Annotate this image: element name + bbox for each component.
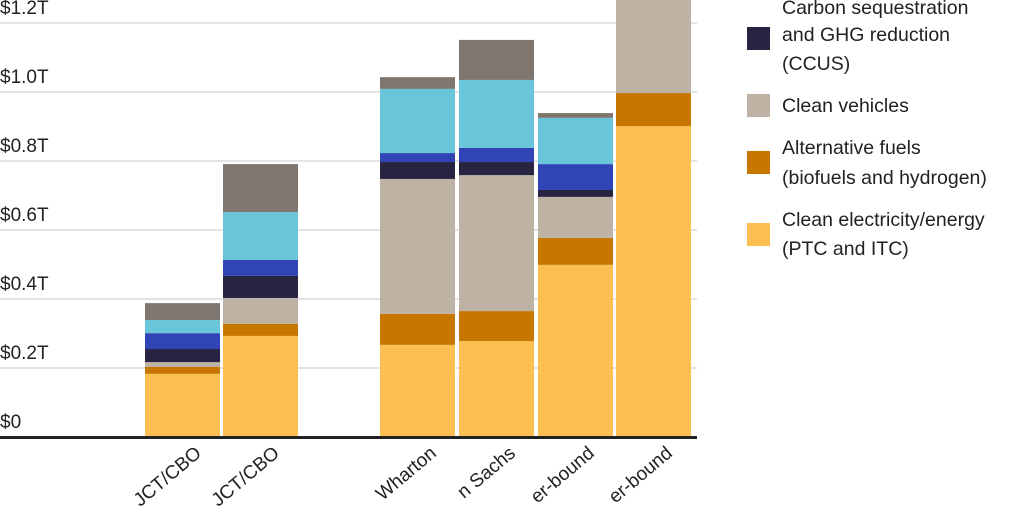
legend-swatch: [747, 223, 770, 246]
x-tick-label: JCT/CBO: [130, 443, 206, 511]
bar-stack: [145, 303, 220, 437]
bar-segment: [380, 178, 455, 314]
x-tick-label: Wharton: [372, 443, 441, 505]
legend-swatch: [747, 94, 770, 117]
bar-stack: [538, 113, 613, 437]
legend-label: Alternative fuels: [782, 137, 921, 159]
bar-segment: [223, 323, 298, 336]
bar-segment: [380, 153, 455, 163]
bar-segment: [145, 373, 220, 437]
legend: Carbon sequestration and GHG reduction (CC…: [747, 0, 987, 260]
legend-label: (PTC and ITC): [782, 238, 909, 260]
legend-label: and GHG reduction: [782, 24, 950, 46]
bar-stack: [380, 77, 455, 437]
bar-segment: [616, 126, 691, 437]
legend-item: Carbon sequestration and GHG reduction (CC…: [747, 0, 968, 75]
bar-segment: [380, 162, 455, 179]
bar-segment: [380, 344, 455, 437]
bar-segment: [223, 260, 298, 276]
legend-item: Clean electricity/energy (PTC and ITC): [747, 209, 985, 260]
x-tick-label: n Sachs: [454, 443, 520, 503]
bar-segment: [459, 147, 534, 163]
legend-label: Clean electricity/energy: [782, 209, 985, 231]
legend-swatch: [747, 27, 770, 50]
y-tick-label: $0.4T: [0, 274, 49, 295]
bar-segment: [538, 113, 613, 118]
x-tick-label: er-bound: [527, 443, 599, 508]
legend-label: (CCUS): [782, 53, 850, 75]
bar-segment: [538, 196, 613, 238]
bar-segment: [538, 117, 613, 165]
y-tick-label: $0.2T: [0, 343, 49, 364]
x-axis-labels: JCT/CBO JCT/CBO Wharton n Sachs er-bound er-b…: [130, 443, 677, 511]
bar-segment: [459, 341, 534, 437]
bar-segment: [459, 79, 534, 148]
bar-segment: [223, 275, 298, 298]
bar-stack: [459, 39, 534, 437]
bar-segment: [145, 362, 220, 367]
bar-segment: [145, 303, 220, 321]
bar-segment: [616, 93, 691, 127]
y-tick-label: $1.2T: [0, 0, 49, 19]
y-tick-label: $0: [0, 412, 21, 433]
legend-label: Carbon sequestration: [782, 0, 968, 19]
bar-stack: [223, 164, 298, 437]
bar-segment: [380, 77, 455, 89]
legend-item: Clean vehicles: [747, 94, 909, 117]
legend-label: (biofuels and hydrogen): [782, 167, 987, 189]
bar-segment: [538, 189, 613, 197]
bar-segment: [223, 335, 298, 437]
y-tick-label: $0.6T: [0, 205, 49, 226]
bar-segment: [145, 366, 220, 374]
bar-segment: [145, 349, 220, 363]
bar-segment: [459, 175, 534, 312]
bar-segment: [223, 164, 298, 213]
bar-segment: [380, 313, 455, 345]
bar-stack: [616, 0, 691, 437]
bar-segment: [223, 297, 298, 324]
legend-item: Alternative fuels (biofuels and hydrogen): [747, 137, 987, 189]
legend-swatch: [747, 151, 770, 174]
y-tick-label: $1.0T: [0, 67, 49, 88]
bar-segment: [459, 39, 534, 80]
bar-segment: [538, 237, 613, 265]
bar-segment: [145, 333, 220, 350]
bar-segment: [459, 311, 534, 342]
x-tick-label: er-bound: [605, 443, 677, 508]
legend-label: Clean vehicles: [782, 95, 909, 117]
bar-segment: [616, 0, 691, 94]
bar-segment: [538, 264, 613, 437]
bar-segment: [223, 212, 298, 261]
bars: [145, 0, 691, 437]
bar-segment: [538, 164, 613, 190]
bar-segment: [145, 320, 220, 334]
y-tick-label: $0.8T: [0, 136, 49, 157]
x-tick-label: JCT/CBO: [208, 443, 284, 511]
y-axis-ticks: $0 $0.2T $0.4T $0.6T $0.8T $1.0T $1.2T: [0, 0, 49, 433]
bar-segment: [459, 162, 534, 176]
bar-segment: [380, 88, 455, 154]
